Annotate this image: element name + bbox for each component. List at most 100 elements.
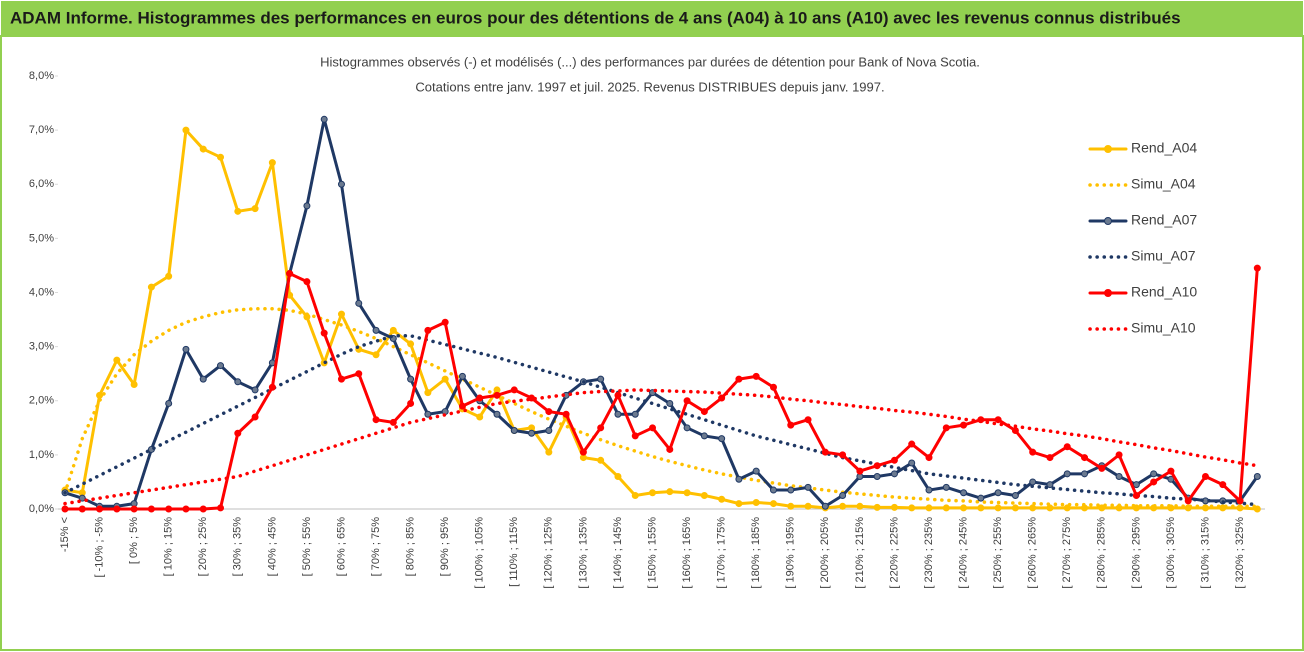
point	[787, 486, 795, 494]
point	[251, 386, 259, 394]
x-tick-label: [ 120% ; 125%	[543, 517, 555, 589]
point	[510, 386, 518, 394]
point	[752, 372, 760, 380]
point	[1115, 451, 1123, 459]
point	[217, 504, 225, 512]
y-tick-label: 2,0%	[29, 395, 54, 407]
legend-marker	[1104, 217, 1112, 225]
point	[182, 345, 190, 353]
point	[165, 505, 173, 513]
point	[61, 505, 69, 513]
point	[873, 503, 881, 511]
point	[199, 505, 207, 513]
point	[389, 418, 397, 426]
x-tick-label: [ 310% ; 315%	[1199, 517, 1211, 589]
point	[1029, 448, 1037, 456]
point	[147, 505, 155, 513]
x-tick-label: [ 220% ; 225%	[888, 517, 900, 589]
series-line	[63, 306, 1260, 509]
point	[1167, 467, 1175, 475]
point	[407, 399, 415, 407]
point	[372, 351, 380, 359]
point	[113, 356, 121, 364]
x-tick-label: [ 140% ; 145%	[612, 517, 624, 589]
point	[1029, 478, 1037, 486]
point	[942, 424, 950, 432]
point	[1011, 491, 1019, 499]
point	[545, 427, 553, 435]
point	[925, 504, 933, 512]
point	[165, 399, 173, 407]
point	[441, 318, 449, 326]
point	[666, 445, 674, 453]
point	[78, 494, 86, 502]
x-tick-label: [ 130% ; 135%	[577, 517, 589, 589]
point	[821, 502, 829, 510]
point	[960, 421, 968, 429]
point	[666, 399, 674, 407]
point	[355, 370, 363, 378]
x-tick-label: [ 20% ; 25%	[197, 517, 209, 577]
point	[268, 159, 276, 167]
point	[441, 375, 449, 383]
x-tick-label: [ 210% ; 215%	[854, 517, 866, 589]
point	[424, 389, 432, 397]
point	[752, 499, 760, 507]
point	[493, 410, 501, 418]
point	[372, 416, 380, 424]
point	[182, 505, 190, 513]
x-tick-label: [ 0% ; 5%	[128, 517, 140, 564]
point	[718, 495, 726, 503]
point	[804, 483, 812, 491]
point	[649, 424, 657, 432]
point	[977, 494, 985, 502]
point	[700, 408, 708, 416]
point	[804, 416, 812, 424]
point	[545, 408, 553, 416]
x-tick-label: [ 30% ; 35%	[232, 517, 244, 577]
legend-label: Simu_A10	[1131, 320, 1196, 336]
x-tick-label: [ 60% ; 65%	[335, 517, 347, 577]
point	[337, 180, 345, 188]
point	[320, 115, 328, 123]
point	[130, 381, 138, 389]
x-tick-label: [ -10% ; -5%	[93, 517, 105, 578]
point	[234, 207, 242, 215]
point	[182, 126, 190, 134]
x-tick-label: [ 190% ; 195%	[785, 517, 797, 589]
x-tick-label: [ 70% ; 75%	[370, 517, 382, 577]
point	[217, 362, 225, 370]
point	[977, 504, 985, 512]
x-tick-label: [ 320% ; 325%	[1234, 517, 1246, 589]
point	[925, 486, 933, 494]
point	[458, 372, 466, 380]
point	[1011, 427, 1019, 435]
point	[407, 375, 415, 383]
x-tick-label: [ 10% ; 15%	[163, 517, 175, 577]
x-tick-label: [ 270% ; 275%	[1061, 517, 1073, 589]
point	[1081, 454, 1089, 462]
chart-title: ADAM Informe. Histogrammes des performan…	[10, 8, 1181, 27]
legend-label: Rend_A04	[1131, 140, 1197, 156]
point	[251, 205, 259, 213]
point	[130, 505, 138, 513]
point	[1046, 504, 1054, 512]
x-tick-label: [ 180% ; 185%	[750, 517, 762, 589]
point	[994, 416, 1002, 424]
point	[908, 459, 916, 467]
point	[787, 502, 795, 510]
point	[908, 440, 916, 448]
point	[476, 413, 484, 421]
x-tick-label: [ 280% ; 285%	[1096, 517, 1108, 589]
point	[960, 489, 968, 497]
point	[147, 283, 155, 291]
point	[286, 270, 294, 278]
title-bar	[1, 1, 1303, 36]
point	[666, 488, 674, 496]
point	[873, 473, 881, 481]
point	[1253, 505, 1261, 513]
x-tick-label: [ 100% ; 105%	[474, 517, 486, 589]
point	[597, 456, 605, 464]
point	[337, 310, 345, 318]
point	[217, 153, 225, 161]
